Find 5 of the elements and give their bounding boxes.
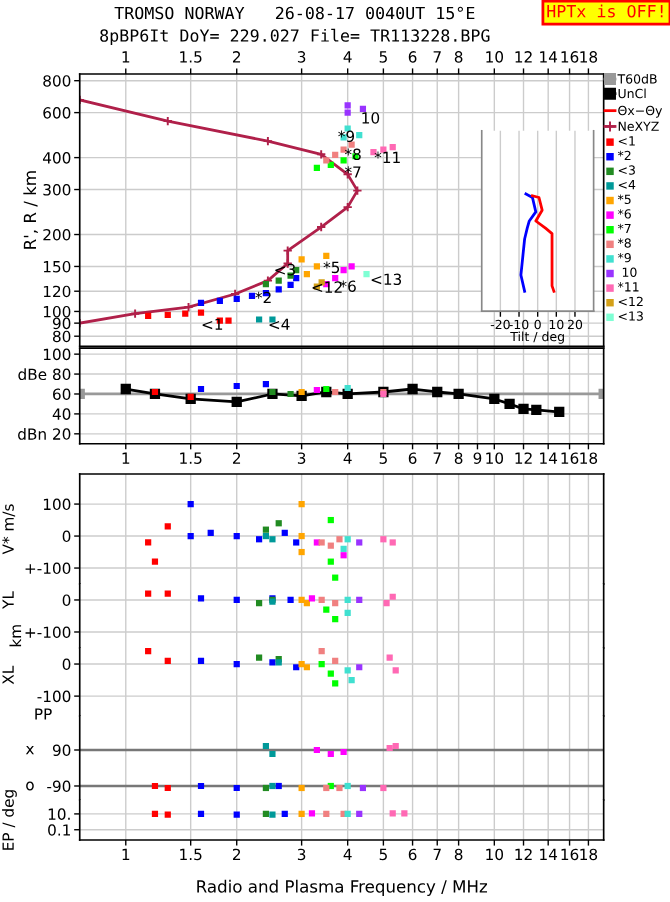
- x-axis-title: Radio and Plasma Frequency / MHz: [197, 879, 488, 896]
- text: HPTx is OFF!: [547, 4, 663, 18]
- chart-subtitle: 8pBP6It DoY= 229.027 File= TR113228.BPG: [100, 28, 490, 46]
- chart-title: TROMSO NORWAY 26-08-17 0040UT 15°E: [114, 6, 475, 20]
- y-axis-title: R', R / km: [23, 171, 38, 249]
